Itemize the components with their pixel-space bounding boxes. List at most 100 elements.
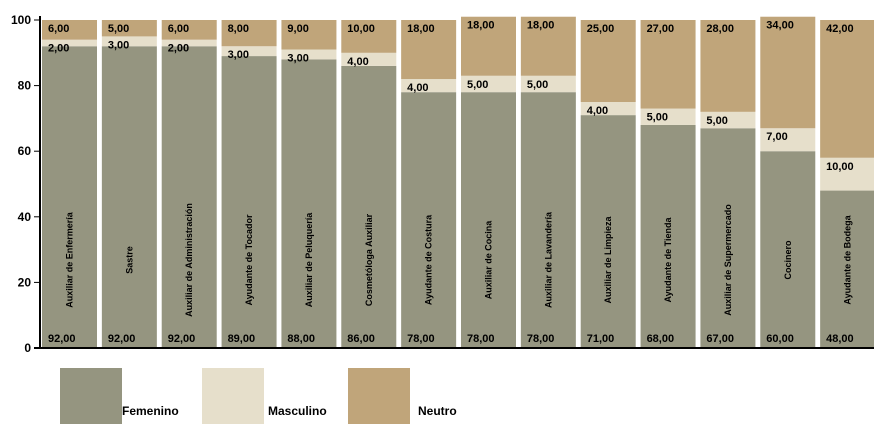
category-label: Auxiliar de Administración — [184, 203, 194, 317]
category-label: Auxiliar de Peluquería — [304, 212, 314, 308]
bar-segment-neutro — [101, 20, 157, 37]
data-label-neutro: 18,00 — [467, 20, 495, 32]
bar-segment-neutro — [580, 20, 636, 102]
bar-segment-masculino — [520, 75, 576, 93]
category-label: Auxiliar de Lavandería — [543, 211, 553, 308]
data-label-masculino: 3,00 — [108, 39, 129, 51]
category-label: Auxiliar de Supermercado — [723, 204, 733, 316]
data-label-neutro: 34,00 — [766, 20, 794, 32]
legend-label-masculino: Masculino — [268, 404, 327, 418]
category-label: Sastre — [124, 246, 134, 274]
stacked-bar-chart: 0 20 40 60 80 100 92,00 2,00 6,00 Auxiliar de Enf… — [11, 13, 874, 355]
data-label-masculino: 2,00 — [168, 43, 189, 55]
data-label-masculino: 3,00 — [287, 53, 308, 65]
data-label-neutro: 9,00 — [287, 23, 308, 35]
bar-segment-femenino — [520, 92, 576, 348]
bar-segment-femenino — [221, 56, 277, 349]
bar-segment-femenino — [161, 46, 217, 349]
data-label-femenino: 67,00 — [706, 333, 734, 345]
bar-segment-femenino — [820, 190, 874, 348]
bar-segment-masculino — [640, 108, 696, 125]
bar-segment-femenino — [101, 46, 157, 349]
category-label: Auxiliar de Cocina — [484, 220, 494, 300]
data-label-neutro: 5,00 — [108, 23, 129, 35]
data-label-femenino: 68,00 — [647, 333, 675, 345]
bar-segment-masculino — [820, 157, 874, 191]
bar-segment-neutro — [760, 16, 816, 129]
bar-segment-masculino — [580, 102, 636, 116]
bar-segment-masculino — [401, 79, 457, 93]
data-label-femenino: 88,00 — [287, 333, 315, 345]
data-label-femenino: 78,00 — [527, 333, 555, 345]
bar-segment-neutro — [341, 20, 397, 53]
y-tick-label: 100 — [11, 13, 31, 27]
data-label-femenino: 71,00 — [587, 333, 615, 345]
y-tick-label: 80 — [18, 79, 32, 93]
bar-segment-masculino — [221, 46, 277, 57]
legend-label-neutro: Neutro — [418, 404, 457, 418]
data-label-neutro: 28,00 — [706, 23, 734, 35]
data-label-neutro: 27,00 — [647, 23, 675, 35]
bar-segment-femenino — [760, 151, 816, 348]
data-label-neutro: 10,00 — [347, 23, 375, 35]
bar-segment-neutro — [820, 20, 874, 158]
data-label-masculino: 7,00 — [766, 131, 787, 143]
data-label-masculino: 2,00 — [48, 43, 69, 55]
category-label: Ayudante de Tocador — [244, 214, 254, 306]
bar-segment-femenino — [461, 92, 516, 348]
bar-segment-neutro — [42, 20, 97, 40]
bar-segment-masculino — [281, 49, 337, 60]
category-label: Ayudante de Tienda — [663, 217, 673, 303]
data-label-neutro: 6,00 — [48, 23, 69, 35]
legend-swatch-femenino — [60, 368, 122, 424]
bar-segment-femenino — [281, 59, 337, 349]
bar-segment-femenino — [401, 92, 457, 348]
bar-segment-neutro — [640, 20, 696, 109]
bar-segment-femenino — [341, 65, 397, 349]
data-label-neutro: 25,00 — [587, 23, 615, 35]
category-label: Auxiliar de Limpieza — [603, 215, 613, 303]
category-label: Ayudante de Bodega — [843, 214, 853, 304]
data-label-masculino: 5,00 — [647, 112, 668, 124]
y-tick-label: 40 — [18, 210, 32, 224]
legend-swatch-masculino — [202, 368, 264, 424]
bar-segment-neutro — [700, 20, 756, 112]
legend-swatch-neutro — [348, 368, 410, 424]
data-label-masculino: 10,00 — [826, 161, 854, 173]
chart-legend: Femenino Masculino Neutro — [0, 368, 874, 428]
data-label-neutro: 6,00 — [168, 23, 189, 35]
bar-segment-masculino — [461, 75, 516, 93]
data-label-masculino: 5,00 — [467, 79, 488, 91]
data-label-neutro: 18,00 — [527, 20, 555, 32]
y-tick-label: 0 — [24, 341, 31, 355]
bar-segment-neutro — [221, 20, 277, 47]
bar-segment-neutro — [461, 16, 516, 76]
legend-label-femenino: Femenino — [122, 404, 179, 418]
data-label-masculino: 5,00 — [527, 79, 548, 91]
bar-segment-neutro — [161, 20, 217, 40]
bar-segment-masculino — [161, 39, 217, 47]
data-label-femenino: 78,00 — [407, 333, 435, 345]
data-label-masculino: 3,00 — [228, 49, 249, 61]
bar-segment-femenino — [580, 115, 636, 349]
category-label: Ayudante de Costura — [424, 214, 434, 305]
bar-segment-masculino — [341, 52, 397, 66]
bar-segment-neutro — [520, 16, 576, 76]
bar-segment-masculino — [42, 39, 97, 47]
data-label-femenino: 60,00 — [766, 333, 794, 345]
bar-segment-neutro — [401, 20, 457, 80]
data-label-neutro: 42,00 — [826, 23, 854, 35]
bar-segment-femenino — [700, 128, 756, 348]
data-label-masculino: 4,00 — [347, 56, 368, 68]
bar-segment-masculino — [760, 128, 816, 152]
bar-segment-femenino — [42, 46, 97, 349]
bar-segment-neutro — [281, 20, 337, 50]
category-label: Cosmetóloga Auxiliar — [364, 213, 374, 306]
data-label-neutro: 8,00 — [228, 23, 249, 35]
y-tick-label: 60 — [18, 144, 32, 158]
category-label: Auxiliar de Enfermería — [65, 211, 75, 308]
bar-segment-masculino — [700, 111, 756, 129]
bar-segment-masculino — [101, 36, 157, 47]
data-label-femenino: 48,00 — [826, 333, 854, 345]
data-label-femenino: 92,00 — [108, 333, 136, 345]
